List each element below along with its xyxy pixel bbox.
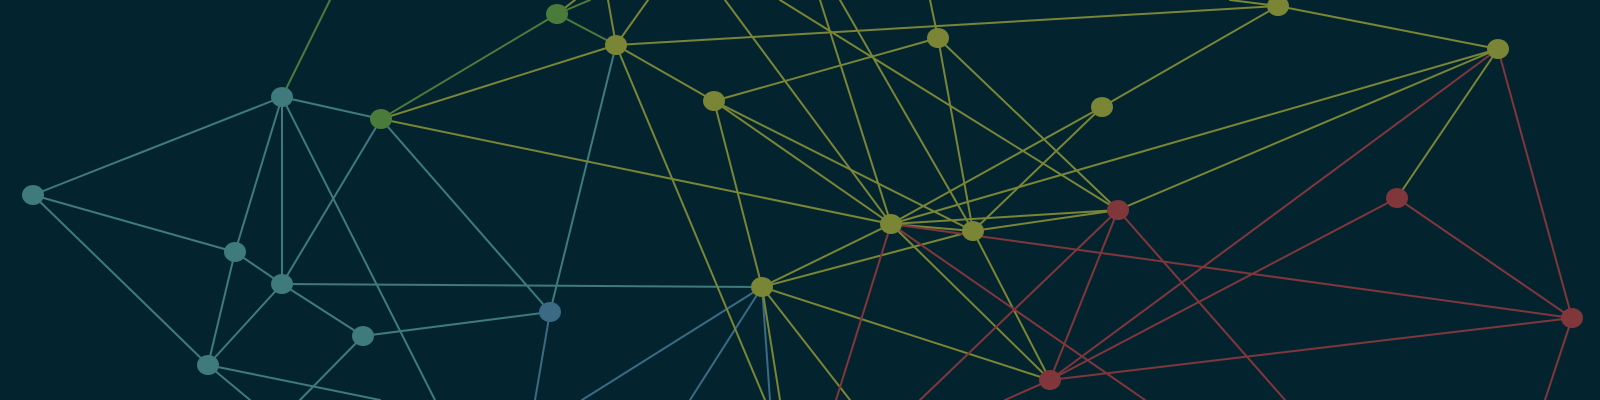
graph-node — [539, 302, 561, 322]
graph-node — [1107, 200, 1129, 220]
graph-edge — [1277, 5, 1499, 50]
graph-edge — [761, 286, 851, 400]
graph-edge — [761, 286, 781, 400]
graph-edge — [1049, 48, 1499, 381]
graph-node — [1386, 188, 1408, 208]
graph-node — [352, 326, 374, 346]
graph-node — [751, 277, 773, 297]
graph-edge — [761, 223, 892, 288]
graph-edge — [761, 230, 974, 288]
graph-edges — [32, 0, 1573, 400]
graph-edge — [281, 118, 382, 285]
graph-node — [271, 274, 293, 294]
graph-edge — [1049, 317, 1573, 381]
graph-edge — [1117, 48, 1499, 211]
graph-edge — [380, 118, 551, 313]
graph-edge — [234, 96, 283, 253]
graph-edge — [972, 230, 1051, 381]
graph-edge — [615, 5, 1279, 46]
graph-node — [1039, 370, 1061, 390]
graph-node — [1267, 0, 1289, 16]
graph-node — [370, 109, 392, 129]
graph-edge — [937, 37, 1119, 211]
graph-edge — [724, 0, 892, 225]
graph-node — [703, 91, 725, 111]
graph-node — [1561, 308, 1583, 328]
graph-edge — [1117, 209, 1286, 400]
graph-edge — [1396, 48, 1499, 199]
graph-edge — [761, 286, 1051, 381]
graph-edge — [761, 286, 771, 400]
graph-node — [22, 185, 44, 205]
graph-edge — [534, 311, 551, 400]
graph-edge — [380, 13, 558, 120]
graph-edge — [207, 251, 236, 366]
graph-edge — [713, 100, 892, 225]
graph-node — [880, 214, 902, 234]
graph-edge — [713, 100, 763, 288]
graph-edge — [1049, 197, 1398, 381]
graph-edge — [1396, 197, 1573, 319]
graph-edge — [937, 37, 974, 232]
graph-edge — [1544, 317, 1573, 400]
graph-node — [927, 28, 949, 48]
graph-edge — [890, 223, 1051, 381]
graph-edge — [556, 13, 617, 46]
graph-node — [962, 221, 984, 241]
graph-edge — [615, 44, 766, 400]
graph-edge — [972, 209, 1119, 232]
graph-edge — [919, 209, 1119, 400]
graph-edge — [713, 100, 974, 232]
graph-edge — [581, 286, 763, 400]
graph-node — [605, 35, 627, 55]
graph-edge — [890, 223, 1573, 319]
graph-node — [1487, 39, 1509, 59]
graph-edge — [281, 283, 364, 337]
graph-edge — [713, 37, 939, 102]
graph-edge — [281, 96, 382, 120]
graph-node — [1091, 97, 1113, 117]
graph-edge — [890, 48, 1499, 225]
graph-edge — [890, 106, 1103, 225]
graph-edge — [972, 106, 1103, 232]
graph-edge — [32, 96, 283, 196]
graph-edge — [362, 311, 551, 337]
graph-edge — [281, 283, 763, 288]
graph-edge — [281, 96, 437, 400]
graph-node — [271, 87, 293, 107]
graph-nodes — [22, 0, 1583, 390]
graph-edge — [819, 0, 892, 225]
graph-edge — [32, 194, 209, 366]
graph-edge — [1049, 209, 1119, 381]
graph-edge — [1101, 5, 1279, 108]
graph-node — [224, 242, 246, 262]
graph-edge — [380, 118, 892, 225]
graph-edge — [890, 223, 1146, 400]
graph-edge — [549, 44, 617, 313]
graph-edge — [890, 209, 1119, 225]
graph-edge — [32, 194, 236, 253]
graph-edge — [299, 335, 364, 400]
graph-edge — [689, 286, 763, 400]
graph-edge — [380, 44, 617, 120]
graph-edge — [835, 223, 892, 400]
graph-edge — [839, 0, 974, 232]
graph-node — [546, 4, 568, 24]
graph-node — [197, 355, 219, 375]
graph-edge — [281, 0, 331, 98]
graph-edge — [615, 44, 715, 102]
graph-edge — [1497, 48, 1573, 319]
graph-edge — [779, 0, 1119, 211]
graph-edge — [207, 364, 381, 400]
graph-edge — [207, 283, 283, 366]
